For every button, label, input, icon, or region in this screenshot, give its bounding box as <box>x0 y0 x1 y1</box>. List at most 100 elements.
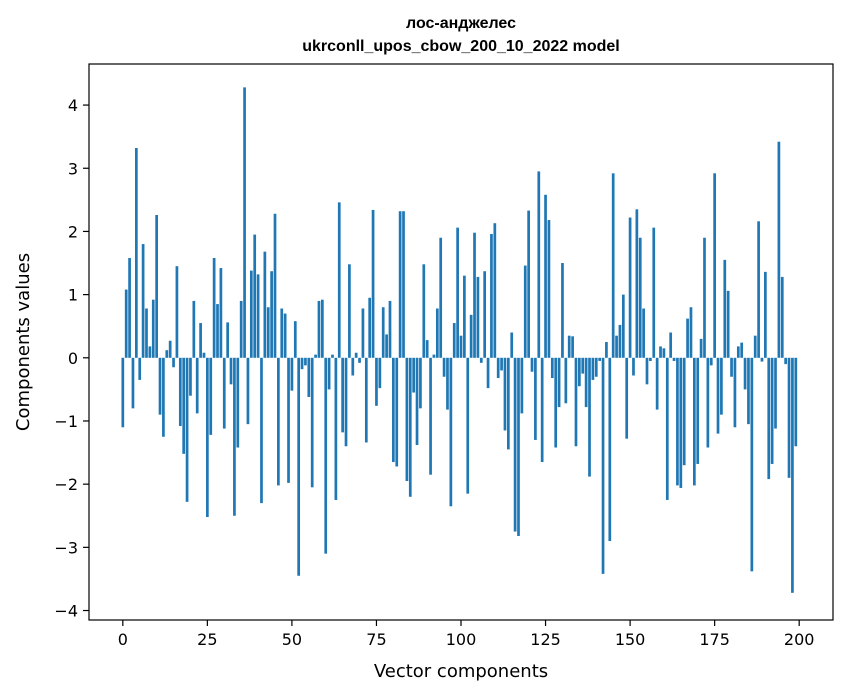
bar-158 <box>655 357 659 410</box>
x-tick-label: 0 <box>118 630 128 649</box>
bar-197 <box>787 357 791 478</box>
bar-62 <box>331 354 334 358</box>
bar-48 <box>283 313 287 358</box>
bar-24 <box>202 352 206 358</box>
bar-66 <box>344 357 348 447</box>
y-tick-label: −3 <box>54 538 78 557</box>
bar-29 <box>219 268 223 358</box>
bar-169 <box>692 357 696 486</box>
bar-20 <box>189 357 192 396</box>
x-tick-label: 50 <box>282 630 302 649</box>
bar-109 <box>490 233 493 358</box>
bar-134 <box>574 357 578 447</box>
y-tick-label: −2 <box>54 475 78 494</box>
bar-170 <box>696 357 700 464</box>
y-tick-label: 4 <box>68 96 78 115</box>
bar-131 <box>564 357 568 404</box>
bar-140 <box>594 357 598 377</box>
bar-190 <box>764 271 767 358</box>
bar-21 <box>192 300 196 358</box>
bar-27 <box>212 257 216 358</box>
bar-82 <box>398 211 402 358</box>
bar-63 <box>334 357 338 500</box>
bar-8 <box>148 346 152 358</box>
bar-42 <box>263 251 267 358</box>
bar-60 <box>324 357 328 554</box>
bar-57 <box>314 354 317 358</box>
bar-181 <box>733 357 737 428</box>
bars-group <box>121 87 798 593</box>
bar-3 <box>131 357 135 409</box>
bar-14 <box>168 340 172 358</box>
bar-61 <box>327 357 331 390</box>
bar-121 <box>530 357 534 372</box>
bar-191 <box>767 357 771 480</box>
bar-2 <box>128 257 131 358</box>
bar-56 <box>310 357 314 488</box>
bar-183 <box>740 342 744 358</box>
bar-44 <box>270 271 273 358</box>
bar-147 <box>618 324 622 358</box>
bar-65 <box>341 357 344 433</box>
bar-96 <box>446 357 449 410</box>
bar-139 <box>591 357 595 380</box>
bar-132 <box>567 335 571 358</box>
bar-83 <box>402 211 405 358</box>
bar-107 <box>483 271 487 358</box>
bar-5 <box>138 357 142 380</box>
bar-129 <box>557 357 561 408</box>
bar-69 <box>354 352 358 358</box>
bar-81 <box>395 357 399 467</box>
bar-37 <box>246 357 250 425</box>
bar-166 <box>682 357 686 466</box>
bar-155 <box>645 357 649 385</box>
bar-122 <box>534 357 537 440</box>
bar-35 <box>239 300 243 358</box>
bar-31 <box>226 322 230 358</box>
bar-143 <box>605 342 608 358</box>
bar-32 <box>229 357 233 385</box>
bar-162 <box>669 332 673 358</box>
bar-26 <box>209 357 213 435</box>
bar-45 <box>273 213 277 358</box>
bar-102 <box>466 357 470 494</box>
bar-124 <box>540 357 544 463</box>
bar-100 <box>459 335 463 358</box>
bar-87 <box>415 357 419 445</box>
bar-116 <box>513 357 517 532</box>
x-tick-label: 100 <box>446 630 477 649</box>
bar-113 <box>503 357 507 431</box>
bar-175 <box>713 173 716 358</box>
bar-11 <box>158 357 162 415</box>
bar-38 <box>249 270 253 358</box>
bar-176 <box>716 357 720 434</box>
y-tick-label: −4 <box>54 602 78 621</box>
x-tick-label: 200 <box>784 630 815 649</box>
bar-59 <box>320 299 324 358</box>
x-tick-label: 175 <box>699 630 730 649</box>
bar-114 <box>506 357 510 450</box>
bar-135 <box>578 357 581 387</box>
x-axis-ticks: 0 25 50 75 100 125 150 175 200 <box>118 620 815 649</box>
bar-185 <box>747 357 750 425</box>
y-axis-label: Components values <box>13 253 34 431</box>
y-tick-label: 3 <box>68 159 78 178</box>
bar-33 <box>233 357 236 516</box>
bar-39 <box>253 234 257 358</box>
bar-52 <box>297 357 301 576</box>
bar-194 <box>777 141 781 358</box>
bar-151 <box>632 357 635 376</box>
bar-115 <box>510 332 514 358</box>
bar-145 <box>611 173 615 358</box>
bar-193 <box>774 357 777 429</box>
bar-90 <box>425 340 429 358</box>
bar-75 <box>375 357 378 406</box>
bar-41 <box>260 357 263 504</box>
bar-153 <box>638 237 642 358</box>
bar-22 <box>195 357 199 414</box>
bar-128 <box>554 357 558 448</box>
bar-98 <box>452 323 456 358</box>
bar-196 <box>784 357 788 365</box>
bar-97 <box>449 357 453 507</box>
